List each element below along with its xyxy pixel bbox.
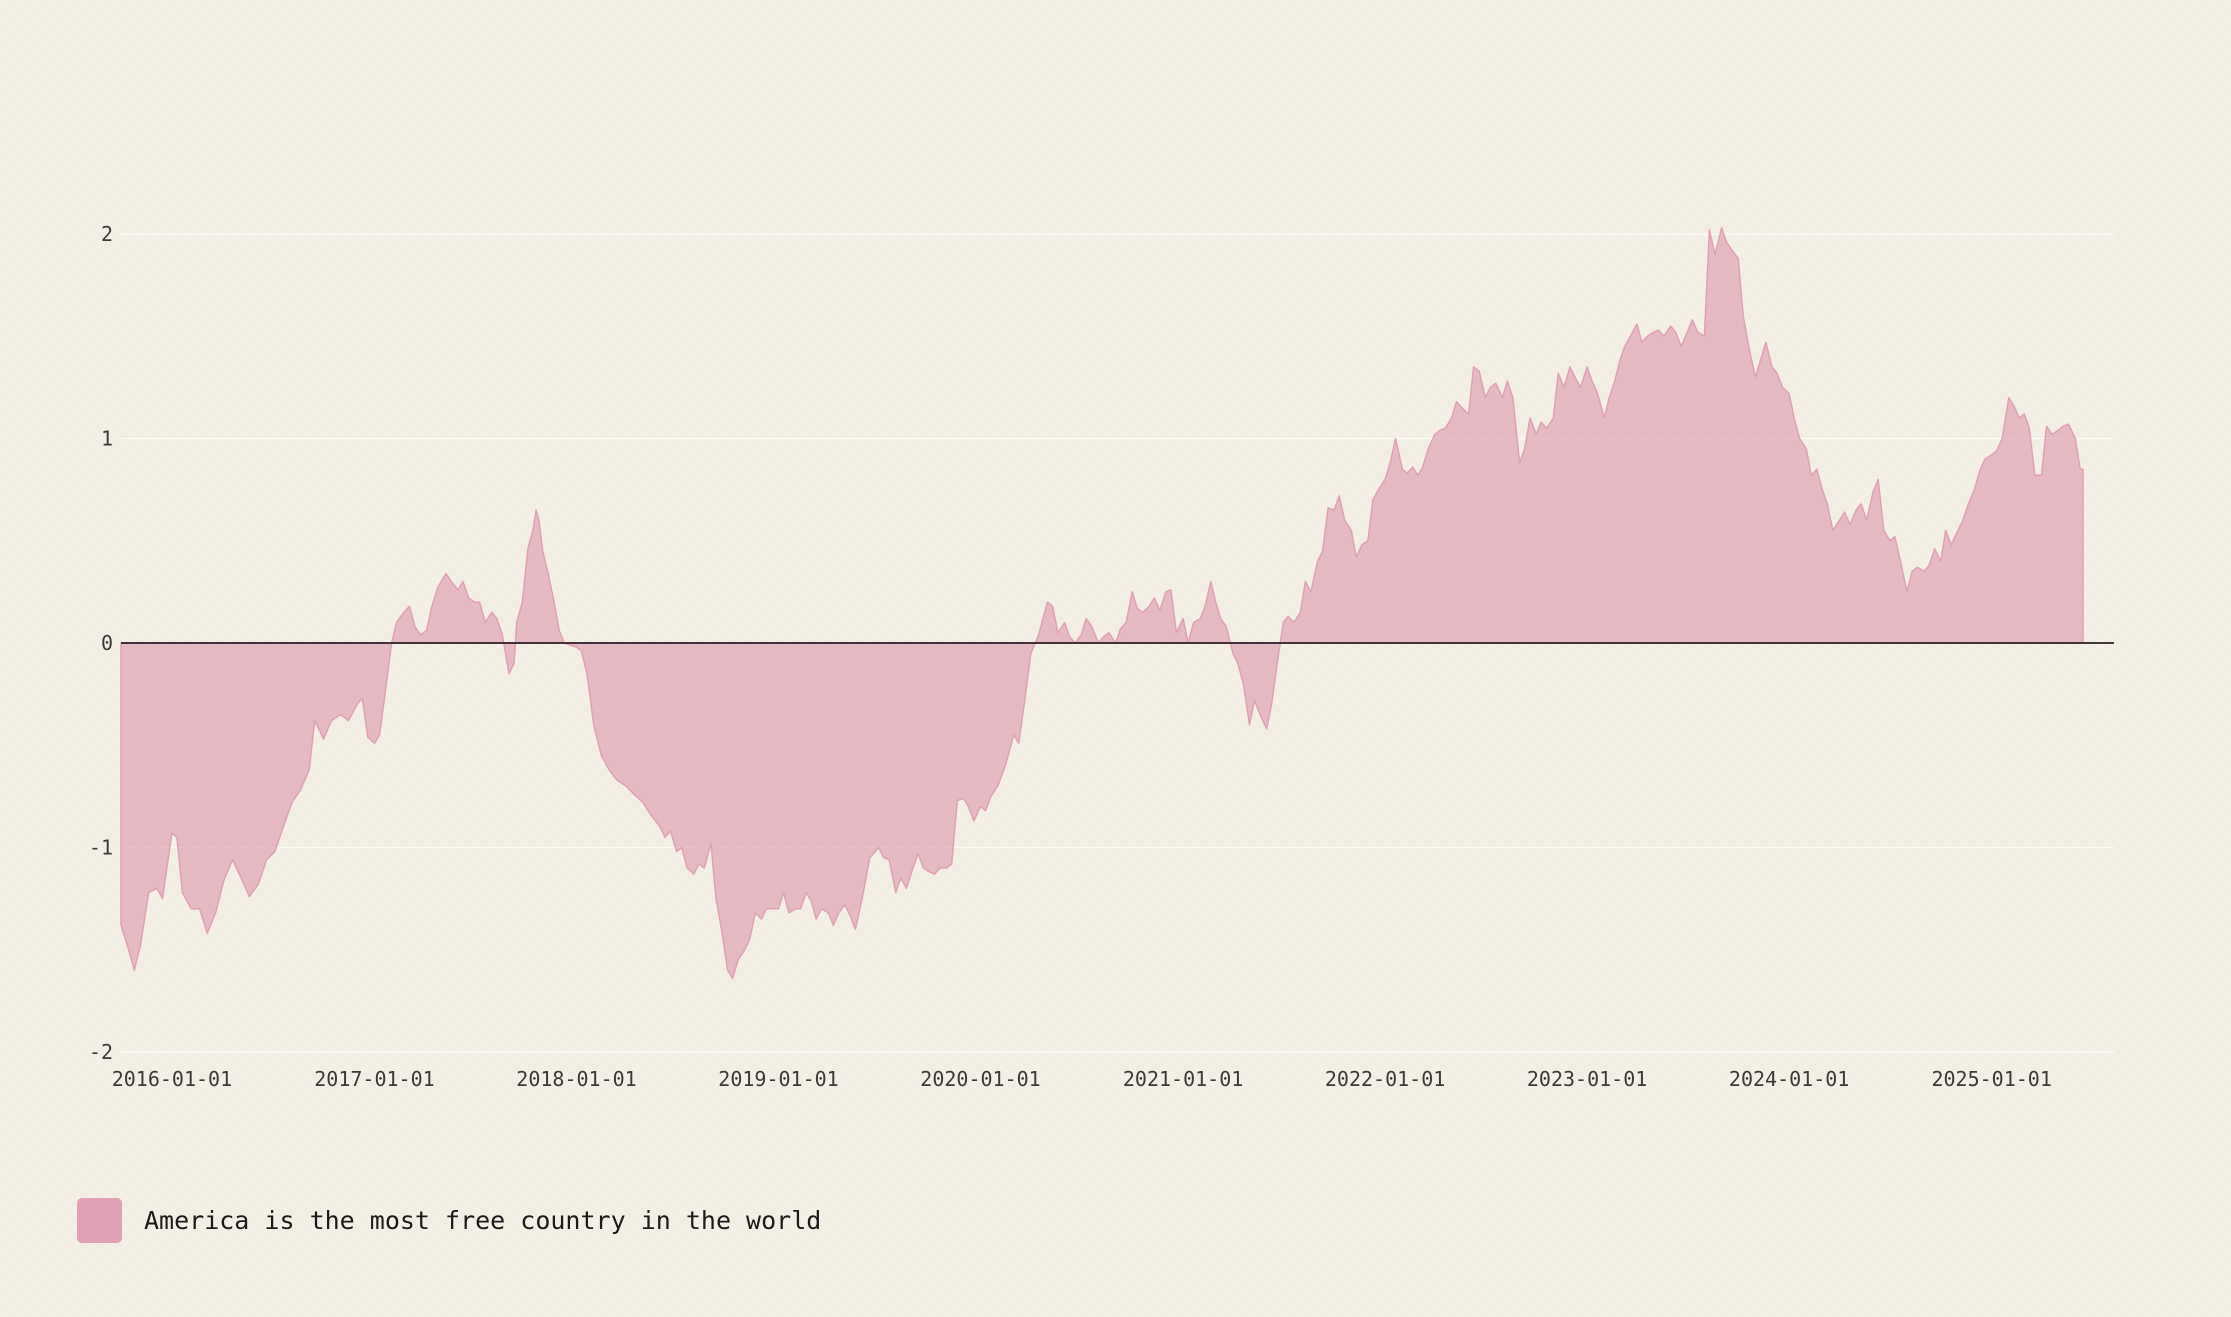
legend[interactable]: America is the most free country in the … <box>77 1197 821 1243</box>
x-tick-label: 2025-01-01 <box>1931 1067 2051 1091</box>
x-tick-label: 2024-01-01 <box>1729 1067 1849 1091</box>
legend-label: America is the most free country in the … <box>144 1205 822 1235</box>
y-tick-label: 1 <box>101 427 113 451</box>
y-tick-label: -1 <box>89 836 113 860</box>
x-tick-label: 2023-01-01 <box>1527 1067 1647 1091</box>
x-tick-label: 2017-01-01 <box>314 1067 434 1091</box>
y-axis: 2 1 0 -1 -2 <box>89 222 113 1064</box>
area-series[interactable] <box>120 227 2084 980</box>
y-tick-label: 0 <box>101 631 113 655</box>
x-axis: 2016-01-01 2017-01-01 2018-01-01 2019-01-01… <box>112 1067 2052 1091</box>
plot-area <box>120 227 2084 980</box>
y-tick-label: 2 <box>101 222 113 246</box>
x-tick-label: 2018-01-01 <box>516 1067 636 1091</box>
y-tick-label: -2 <box>89 1040 113 1064</box>
x-tick-label: 2019-01-01 <box>718 1067 838 1091</box>
x-tick-label: 2021-01-01 <box>1123 1067 1243 1091</box>
legend-swatch <box>77 1197 122 1243</box>
x-tick-label: 2016-01-01 <box>112 1067 232 1091</box>
x-tick-label: 2020-01-01 <box>920 1067 1040 1091</box>
x-tick-label: 2022-01-01 <box>1325 1067 1445 1091</box>
